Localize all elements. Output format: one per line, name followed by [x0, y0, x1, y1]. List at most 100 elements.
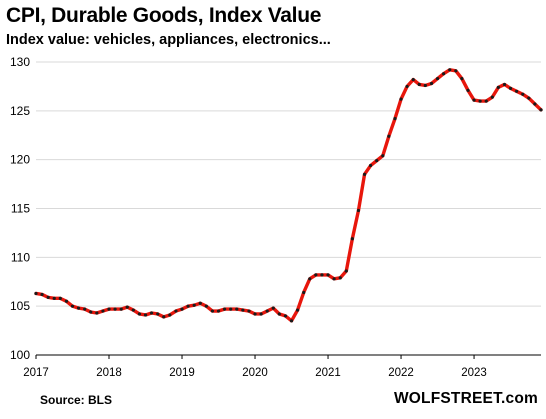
- axes: [35, 354, 541, 359]
- data-point-83: [539, 108, 543, 112]
- data-point-21: [162, 315, 166, 319]
- data-point-4: [58, 296, 62, 300]
- data-point-37: [259, 312, 263, 316]
- data-point-19: [149, 311, 154, 315]
- data-point-63: [417, 82, 421, 87]
- data-point-69: [454, 69, 458, 73]
- data-point-11: [101, 309, 105, 313]
- data-point-35: [247, 309, 251, 313]
- data-point-36: [253, 312, 257, 316]
- data-point-64: [423, 83, 427, 88]
- x-tick-label-2019: 2019: [169, 367, 195, 379]
- data-point-60: [399, 97, 403, 101]
- y-tick-label-110: 110: [11, 250, 30, 264]
- data-point-47: [320, 273, 324, 277]
- chart-subtitle: Index value: vehicles, appliances, elect…: [6, 32, 331, 48]
- y-tick-label-130: 130: [10, 55, 30, 69]
- data-point-54: [362, 172, 367, 176]
- data-point-72: [472, 98, 476, 102]
- data-point-42: [289, 319, 294, 323]
- source-note: Source: BLS: [40, 393, 113, 407]
- series-line-0: [34, 68, 543, 323]
- data-point-57: [381, 154, 385, 158]
- data-point-46: [314, 273, 318, 277]
- data-point-24: [180, 307, 184, 311]
- data-point-18: [143, 313, 148, 317]
- data-point-6: [70, 304, 75, 308]
- y-tick-label-115: 115: [11, 202, 30, 216]
- data-point-49: [332, 277, 336, 281]
- data-point-23: [174, 309, 178, 313]
- data-point-78: [508, 86, 513, 90]
- data-point-9: [89, 310, 93, 314]
- data-point-55: [369, 163, 373, 168]
- data-point-5: [64, 299, 69, 303]
- x-tick-label-2023: 2023: [461, 367, 487, 379]
- data-point-52: [350, 237, 354, 241]
- data-point-28: [204, 304, 208, 308]
- data-point-17: [137, 312, 142, 316]
- data-point-3: [52, 296, 56, 300]
- data-point-20: [156, 312, 160, 316]
- y-tick-label-125: 125: [10, 104, 30, 118]
- grid-lines: [36, 61, 541, 307]
- data-point-27: [198, 301, 202, 305]
- data-point-30: [216, 309, 221, 313]
- data-point-13: [113, 307, 117, 311]
- data-point-82: [533, 102, 537, 106]
- data-point-29: [210, 309, 215, 313]
- data-point-58: [387, 134, 391, 138]
- data-point-77: [502, 82, 507, 87]
- x-tick-label-2017: 2017: [23, 367, 49, 379]
- data-point-26: [192, 303, 196, 307]
- data-point-16: [131, 308, 135, 312]
- data-point-33: [235, 307, 239, 311]
- brand-logo: WOLFSTREET.com: [393, 390, 538, 407]
- data-point-65: [429, 81, 434, 86]
- x-tick-label-2020: 2020: [242, 367, 268, 379]
- data-point-70: [460, 77, 464, 81]
- data-point-25: [186, 304, 190, 308]
- data-point-32: [229, 307, 233, 311]
- data-point-22: [168, 313, 172, 317]
- data-point-38: [265, 309, 269, 313]
- data-point-12: [107, 307, 111, 311]
- data-point-7: [76, 306, 81, 310]
- y-tick-label-120: 120: [10, 153, 30, 167]
- y-tick-label-100: 100: [10, 348, 30, 362]
- data-point-1: [40, 292, 44, 297]
- data-point-74: [484, 99, 488, 103]
- data-point-76: [496, 85, 500, 89]
- data-point-61: [405, 84, 409, 89]
- x-tick-labels: 2017 2018 2019 2020 2021 2022 2023: [23, 367, 487, 379]
- data-point-14: [119, 307, 123, 311]
- data-point-56: [375, 159, 379, 163]
- data-point-31: [222, 307, 227, 311]
- data-point-48: [326, 273, 330, 277]
- data-point-15: [125, 305, 129, 309]
- data-point-41: [283, 314, 288, 318]
- data-point-62: [411, 77, 415, 82]
- chart-title: CPI, Durable Goods, Index Value: [6, 4, 322, 27]
- data-point-67: [442, 72, 446, 76]
- data-point-39: [271, 306, 275, 310]
- y-tick-label-105: 105: [10, 299, 30, 313]
- data-point-43: [295, 308, 300, 312]
- data-point-44: [302, 290, 306, 295]
- y-tick-labels: 100 105 110 115 120 125 130: [10, 55, 30, 362]
- data-point-66: [435, 77, 440, 81]
- data-point-10: [95, 311, 99, 315]
- data-point-53: [356, 208, 361, 213]
- data-point-79: [515, 89, 519, 93]
- series-group: [34, 68, 543, 323]
- x-tick-label-2021: 2021: [315, 367, 341, 379]
- data-point-71: [466, 88, 470, 92]
- data-point-50: [338, 276, 342, 280]
- x-tick-label-2022: 2022: [388, 367, 414, 379]
- data-point-81: [527, 96, 531, 100]
- data-point-68: [448, 68, 452, 72]
- data-point-8: [83, 307, 87, 311]
- x-tick-label-2018: 2018: [96, 367, 122, 379]
- data-point-75: [490, 95, 494, 99]
